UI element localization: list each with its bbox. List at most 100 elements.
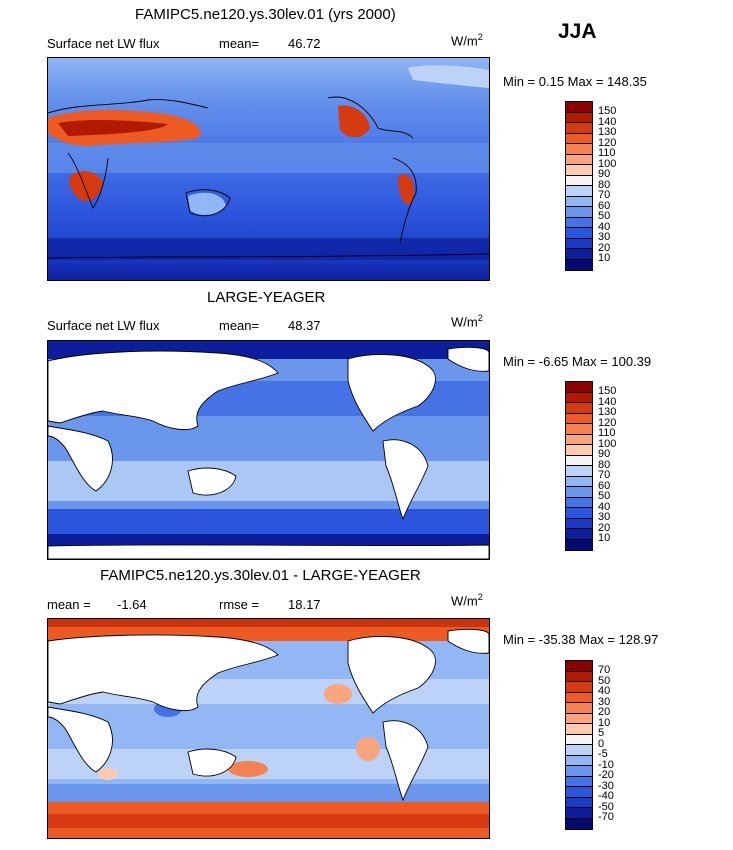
colorbar-tick-label: -5 (598, 748, 608, 760)
panel-3-rmse-label: rmse = (219, 597, 260, 612)
panel-1-colorbar (565, 101, 593, 271)
colorbar-swatch (566, 766, 592, 777)
colorbar-swatch (566, 787, 592, 798)
panel-2-mean-value: 48.37 (288, 318, 321, 333)
panel-2-colorbar-ticks: 150 140 130 120 110 100 90 80 70 60 50 40 30 20 10 (598, 386, 616, 544)
colorbar-swatch (566, 207, 592, 218)
colorbar-tick-label: 50 (598, 210, 611, 222)
colorbar-swatch (566, 682, 592, 693)
colorbar-swatch (566, 112, 592, 123)
panel-2-colorbar (565, 381, 593, 551)
colorbar-tick-label: 40 (598, 500, 611, 513)
colorbar-swatch (566, 476, 592, 487)
colorbar-swatch (566, 797, 592, 808)
colorbar-swatch (566, 249, 592, 260)
colorbar-swatch (566, 144, 592, 155)
colorbar-swatch (566, 455, 592, 466)
colorbar-tick-label: 150 (598, 105, 617, 117)
colorbar-tick-label: 140 (598, 115, 617, 128)
colorbar-swatch (566, 497, 592, 508)
colorbar-tick-label: 40 (598, 220, 611, 233)
colorbar-swatch (566, 123, 592, 134)
colorbar-tick-label: 110 (598, 427, 616, 439)
colorbar-swatch (566, 228, 592, 239)
colorbar-tick-label: 10 (598, 716, 611, 729)
panel-3-colorbar-ticks: 70 50 40 30 20 10 5 0 -5 -10 -20 -30 -40 -50 -70 (598, 665, 614, 823)
colorbar-tick-label: 70 (598, 189, 611, 201)
panel-3-map (47, 618, 490, 839)
panel-1-map (47, 57, 490, 281)
colorbar-swatch (566, 196, 592, 207)
panel-1-unit: W/m2 (451, 32, 483, 49)
colorbar-swatch (566, 808, 592, 819)
colorbar-swatch (566, 692, 592, 703)
colorbar-swatch (566, 133, 592, 144)
panel-3-mean-value: -1.64 (117, 597, 147, 612)
colorbar-swatch (566, 539, 592, 550)
colorbar-tick-label: 120 (598, 416, 617, 429)
colorbar-tick-label: 30 (598, 231, 611, 243)
colorbar-tick-label: -50 (598, 800, 614, 813)
season-label: JJA (558, 20, 597, 43)
colorbar-swatch (566, 175, 592, 186)
panel-2-variable-label: Surface net LW flux (47, 318, 160, 333)
colorbar-swatch (566, 217, 592, 228)
colorbar-tick-label: 80 (598, 458, 611, 471)
colorbar-swatch (566, 413, 592, 424)
colorbar-swatch (566, 403, 592, 414)
panel-2-minmax: Min = -6.65 Max = 100.39 (503, 354, 652, 369)
colorbar-tick-label: 90 (598, 448, 611, 460)
colorbar-tick-label: -70 (598, 811, 614, 823)
colorbar-tick-label: 100 (598, 437, 617, 450)
colorbar-tick-label: 140 (598, 395, 617, 408)
colorbar-tick-label: 30 (598, 511, 611, 523)
colorbar-swatch (566, 745, 592, 756)
panel-1-minmax: Min = 0.15 Max = 148.35 (503, 74, 647, 89)
colorbar-swatch (566, 382, 592, 393)
panel-1-variable-label: Surface net LW flux (47, 36, 160, 51)
colorbar-tick-label: 70 (598, 469, 611, 481)
panel-2-mean-label: mean= (219, 318, 260, 333)
colorbar-swatch (566, 776, 592, 787)
colorbar-tick-label: 20 (598, 521, 611, 534)
colorbar-swatch (566, 165, 592, 176)
colorbar-swatch (566, 434, 592, 445)
colorbar-tick-label: 80 (598, 178, 611, 191)
colorbar-tick-label: 90 (598, 168, 611, 180)
panel-1-mean-label: mean= (219, 36, 260, 51)
panel-3-minmax: Min = -35.38 Max = 128.97 (503, 632, 659, 647)
colorbar-tick-label: -20 (598, 769, 614, 781)
colorbar-tick-label: -40 (598, 790, 614, 802)
colorbar-tick-label: 20 (598, 241, 611, 254)
colorbar-swatch (566, 102, 592, 113)
colorbar-tick-label: 120 (598, 136, 617, 149)
colorbar-tick-label: 60 (598, 199, 611, 212)
colorbar-tick-label: 110 (598, 147, 616, 159)
colorbar-swatch (566, 392, 592, 403)
colorbar-tick-label: 130 (598, 406, 617, 418)
colorbar-swatch (566, 445, 592, 456)
panel-3-mean-label: mean = (47, 597, 91, 612)
colorbar-tick-label: 5 (598, 727, 605, 739)
colorbar-tick-label: -30 (598, 779, 614, 792)
colorbar-swatch (566, 529, 592, 540)
colorbar-tick-label: 40 (598, 685, 611, 697)
colorbar-tick-label: 10 (598, 532, 611, 544)
colorbar-swatch (566, 818, 592, 829)
colorbar-swatch (566, 518, 592, 529)
panel-3-title: FAMIPC5.ne120.ys.30lev.01 - LARGE-YEAGER (100, 567, 421, 584)
colorbar-tick-label: 0 (598, 737, 605, 750)
panel-1-title: FAMIPC5.ne120.ys.30lev.01 (yrs 2000) (135, 6, 396, 23)
colorbar-tick-label: 30 (598, 695, 611, 708)
colorbar-tick-label: 20 (598, 706, 611, 718)
colorbar-tick-label: -10 (598, 758, 614, 771)
panel-2-unit: W/m2 (451, 313, 483, 330)
panel-1-mean-value: 46.72 (288, 36, 321, 51)
colorbar-tick-label: 10 (598, 252, 611, 264)
colorbar-tick-label: 50 (598, 674, 611, 687)
colorbar-swatch (566, 508, 592, 519)
panel-3-unit: W/m2 (451, 592, 483, 609)
colorbar-swatch (566, 186, 592, 197)
colorbar-tick-label: 100 (598, 157, 617, 170)
colorbar-tick-label: 150 (598, 385, 617, 397)
